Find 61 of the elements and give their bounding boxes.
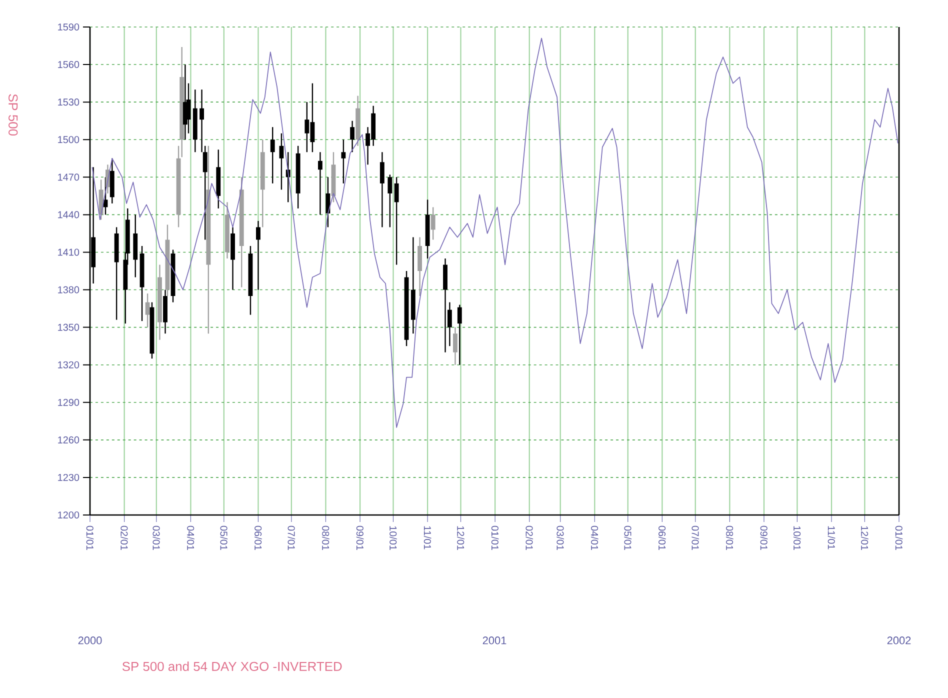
x-tick-label: 12/01 <box>861 526 868 550</box>
x-tick-label: 07/01 <box>288 526 296 550</box>
candlestick <box>350 120 355 153</box>
x-tick-label: 08/01 <box>322 526 330 550</box>
y-tick-label: 1380 <box>58 286 80 294</box>
x-tick-label: 01/01 <box>491 526 499 550</box>
y-tick-label: 1260 <box>58 436 80 444</box>
candlestick <box>453 326 458 366</box>
x-tick-label: 11/01 <box>828 526 836 550</box>
x-tick-label: 03/01 <box>152 526 160 550</box>
x-tick-label: 11/01 <box>424 526 432 550</box>
candlestick <box>457 304 462 366</box>
x-tick-label: 06/01 <box>658 526 666 550</box>
y-tick-label: 1230 <box>58 474 80 481</box>
x-tick-label: 05/01 <box>624 526 632 550</box>
candlestick <box>200 88 204 153</box>
candlestick <box>279 132 284 190</box>
x-tick-label: 03/01 <box>556 526 564 550</box>
y-tick-label: 1440 <box>58 211 80 218</box>
text: SP 500 and 54 DAY XGO -INVERTED <box>122 662 342 672</box>
x-tick-label: 04/01 <box>591 526 598 550</box>
candlestick <box>270 126 275 184</box>
x-tick-label: 07/01 <box>692 526 700 550</box>
candlestick <box>430 206 436 240</box>
x-tick-label: 02/01 <box>120 526 128 550</box>
candlestick <box>326 176 330 228</box>
x-tick-label: 08/01 <box>726 526 734 550</box>
x-tick-label: 09/01 <box>760 526 768 550</box>
text: 2002 <box>887 636 911 644</box>
candlestick <box>388 174 392 228</box>
x-tick-label: 09/01 <box>356 526 364 550</box>
candlestick <box>256 220 260 290</box>
x-tick-label: 12/01 <box>457 526 464 550</box>
candlestick <box>202 145 208 240</box>
x-tick-label: 04/01 <box>187 526 194 550</box>
x-tick-label: 10/01 <box>390 526 397 550</box>
y-axis-title: SP 500 <box>8 94 18 136</box>
y-tick-label: 1530 <box>58 98 80 106</box>
candlestick <box>394 176 399 266</box>
candlestick <box>380 152 384 228</box>
text: 2001 <box>482 636 506 644</box>
y-tick-label: 1560 <box>58 61 80 68</box>
candlestick <box>318 152 322 216</box>
x-tick-label: 10/01 <box>794 526 801 550</box>
y-tick-label: 1470 <box>58 174 80 181</box>
y-tick-label: 1410 <box>58 248 80 256</box>
line-series <box>92 38 898 428</box>
y-tick-label: 1350 <box>58 324 80 331</box>
y-tick-label: 1320 <box>58 361 80 368</box>
x-tick-label: 01/01 <box>86 526 94 550</box>
x-tick-label: 01/01 <box>895 526 903 550</box>
x-tick-label: 02/01 <box>526 526 534 550</box>
y-tick-label: 1290 <box>58 398 80 406</box>
x-tick-label: 06/01 <box>254 526 262 550</box>
y-tick-label: 1590 <box>58 23 80 31</box>
text: 2000 <box>78 636 102 644</box>
y-tick-label: 1200 <box>58 511 80 519</box>
candlestick <box>341 139 346 184</box>
candlestick <box>145 292 150 328</box>
y-tick-label: 1500 <box>58 136 80 144</box>
x-tick-label: 05/01 <box>220 526 228 550</box>
